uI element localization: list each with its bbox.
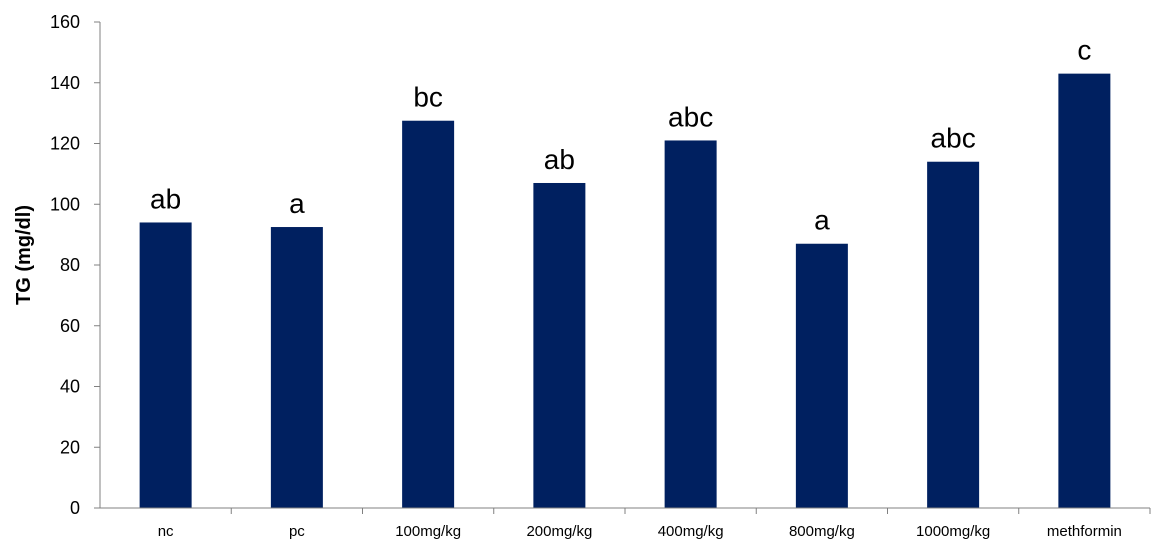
x-tick-label: 200mg/kg xyxy=(526,523,592,540)
bar-data-label: ab xyxy=(150,183,181,214)
bar xyxy=(533,182,586,509)
bar xyxy=(402,120,455,508)
x-tick-label: pc xyxy=(289,523,305,540)
y-tick-label: 60 xyxy=(60,316,80,336)
x-tick-label: 800mg/kg xyxy=(789,523,855,540)
y-tick-label: 100 xyxy=(50,194,80,214)
x-tick-label: 100mg/kg xyxy=(395,523,461,540)
bar-data-label: a xyxy=(289,188,305,219)
y-tick-label: 160 xyxy=(50,12,80,32)
y-tick-label: 140 xyxy=(50,73,80,93)
bar-data-label: bc xyxy=(413,82,443,113)
bar xyxy=(139,222,192,508)
bar xyxy=(664,140,717,508)
bar xyxy=(927,161,980,508)
y-tick-label: 80 xyxy=(60,255,80,275)
y-axis-ticks: 0 20 40 60 80 100 120 140 160 xyxy=(50,12,100,518)
x-tick-label: nc xyxy=(158,523,174,540)
y-tick-label: 0 xyxy=(70,498,80,518)
y-tick-label: 20 xyxy=(60,437,80,457)
bar-data-label: abc xyxy=(931,123,976,154)
y-tick-label: 40 xyxy=(60,377,80,397)
bar-data-label: abc xyxy=(668,101,713,132)
x-axis-ticks: nc pc 100mg/kg 200mg/kg 400mg/kg 800mg/kg 1000… xyxy=(158,508,1151,540)
bars xyxy=(139,73,1111,509)
bar xyxy=(270,227,323,508)
y-axis-label: TG (mg/dl) xyxy=(13,205,35,305)
x-tick-label: 400mg/kg xyxy=(658,523,724,540)
bar-data-label: a xyxy=(814,205,830,236)
x-tick-label: 1000mg/kg xyxy=(916,523,990,540)
bar xyxy=(1058,73,1111,508)
bar xyxy=(795,243,848,509)
bar-data-label: c xyxy=(1077,35,1091,66)
y-tick-label: 120 xyxy=(50,134,80,154)
bar-data-label: ab xyxy=(544,144,575,175)
x-tick-label: methformin xyxy=(1047,523,1122,540)
